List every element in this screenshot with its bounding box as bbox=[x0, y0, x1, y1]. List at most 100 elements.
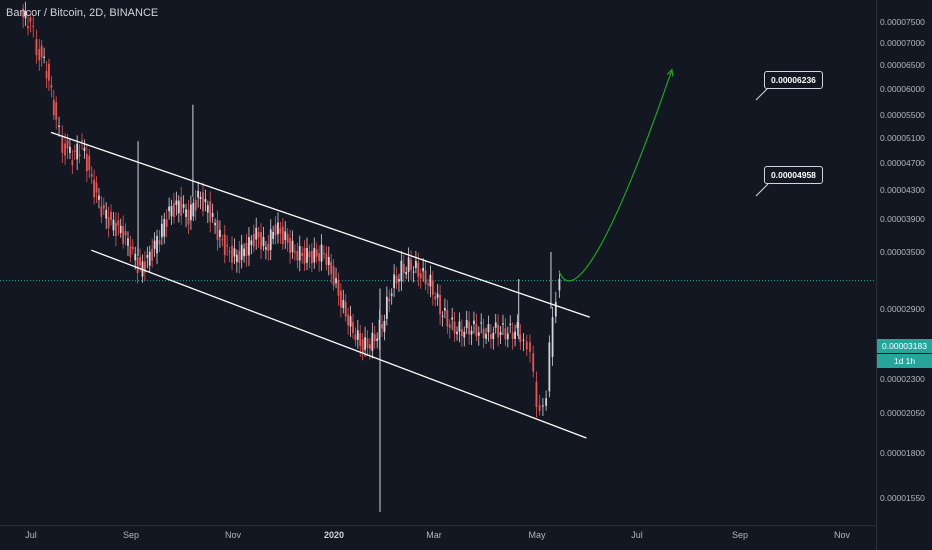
candle-body bbox=[177, 200, 180, 214]
candle-body bbox=[499, 332, 502, 336]
candle-body bbox=[102, 204, 105, 209]
candle-body bbox=[448, 324, 451, 328]
candle-body bbox=[352, 322, 354, 333]
candle-body bbox=[95, 183, 98, 193]
candle-body bbox=[221, 239, 224, 241]
candle-body bbox=[228, 251, 231, 253]
time-tick-label: Mar bbox=[426, 530, 442, 540]
candle-body bbox=[160, 223, 163, 238]
candle-body bbox=[502, 323, 504, 325]
candle-body bbox=[339, 290, 342, 308]
lower-target-callout[interactable]: 0.00004958 bbox=[764, 166, 823, 184]
candle-body bbox=[90, 174, 93, 177]
candle-body bbox=[182, 204, 185, 208]
candle-body bbox=[32, 25, 35, 27]
candle-body bbox=[480, 322, 483, 324]
candle-body bbox=[414, 260, 417, 269]
candle-body bbox=[477, 332, 480, 336]
candle-body bbox=[545, 398, 548, 406]
candle-body bbox=[344, 301, 347, 317]
candle-body bbox=[444, 308, 446, 311]
candle-body bbox=[436, 293, 439, 298]
candle-body bbox=[158, 240, 161, 245]
candle-body bbox=[240, 244, 243, 260]
candle-body bbox=[424, 270, 427, 285]
candle-body bbox=[298, 245, 301, 261]
candle-body bbox=[146, 255, 149, 258]
last-price-label: 0.00003183 bbox=[877, 339, 932, 353]
candle-body bbox=[475, 323, 478, 337]
time-tick-label: 2020 bbox=[323, 530, 345, 540]
time-axis-border bbox=[0, 525, 876, 526]
candle-body bbox=[163, 219, 166, 237]
price-tick-label: 0.00005500 bbox=[880, 110, 925, 121]
candle-body bbox=[538, 405, 541, 411]
time-tick-label: Nov bbox=[224, 530, 242, 540]
candle-body bbox=[427, 283, 429, 286]
candle-body bbox=[323, 253, 325, 255]
projection-curve bbox=[558, 69, 673, 282]
candle-body bbox=[131, 246, 134, 250]
price-tick-label: 0.00004300 bbox=[880, 184, 925, 195]
candle-body bbox=[482, 328, 485, 339]
candle-body bbox=[250, 240, 253, 246]
price-tick-label: 0.00007500 bbox=[880, 16, 925, 27]
candle-body bbox=[231, 245, 233, 263]
candle-body bbox=[153, 240, 156, 249]
candle-body bbox=[554, 302, 557, 317]
candle-body bbox=[516, 322, 519, 329]
candle-body bbox=[29, 17, 32, 22]
candle-body bbox=[264, 247, 267, 250]
candle-body bbox=[24, 11, 27, 19]
candle-body bbox=[78, 154, 81, 157]
candle-body bbox=[248, 236, 250, 256]
candle-body bbox=[100, 206, 103, 217]
time-tick-label: Sep bbox=[122, 530, 140, 540]
candle-body bbox=[279, 227, 282, 234]
candle-body bbox=[525, 341, 528, 350]
candle-body bbox=[148, 251, 151, 266]
candle-body bbox=[88, 155, 91, 171]
candle-body bbox=[489, 334, 492, 340]
candle-body bbox=[211, 213, 214, 217]
candle-body bbox=[226, 245, 229, 247]
candle-body bbox=[175, 200, 178, 205]
price-tick-label: 0.00004700 bbox=[880, 157, 925, 168]
candle-body bbox=[286, 234, 289, 243]
candle-body bbox=[492, 332, 495, 340]
candle-body bbox=[542, 405, 544, 407]
upper-target-callout[interactable]: 0.00006236 bbox=[764, 71, 823, 89]
candle-body bbox=[497, 324, 500, 338]
candle-body bbox=[136, 257, 139, 274]
upper-trendline bbox=[50, 131, 590, 318]
chart-title: Bancor / Bitcoin, 2D, BINANCE bbox=[6, 7, 159, 19]
candle-body bbox=[112, 219, 115, 231]
candle-body bbox=[43, 56, 46, 58]
candle-body bbox=[463, 331, 466, 338]
candle-body bbox=[272, 231, 275, 239]
candle-body bbox=[55, 102, 58, 120]
candle-body bbox=[294, 251, 296, 253]
candle-body bbox=[73, 150, 76, 152]
candle-body bbox=[170, 205, 173, 217]
candle-body bbox=[303, 248, 306, 264]
candle-body bbox=[429, 274, 432, 287]
candle-body bbox=[535, 381, 538, 408]
candle-body bbox=[209, 201, 212, 222]
candle-body bbox=[105, 209, 108, 219]
price-tick-label: 0.00002300 bbox=[880, 373, 925, 384]
candle-body bbox=[335, 278, 337, 284]
candle-body bbox=[301, 253, 304, 257]
candle-body bbox=[347, 314, 350, 326]
candle-body bbox=[257, 232, 260, 238]
candle-body bbox=[431, 280, 434, 295]
candle-body bbox=[407, 257, 410, 272]
candle-body bbox=[388, 298, 391, 302]
price-chart[interactable] bbox=[0, 0, 876, 525]
upper-target-pointer bbox=[755, 87, 769, 101]
candle-body bbox=[422, 267, 425, 272]
candle-body bbox=[337, 280, 340, 296]
candle-body bbox=[64, 143, 66, 156]
candle-body bbox=[434, 296, 437, 300]
candle-body bbox=[376, 338, 379, 341]
